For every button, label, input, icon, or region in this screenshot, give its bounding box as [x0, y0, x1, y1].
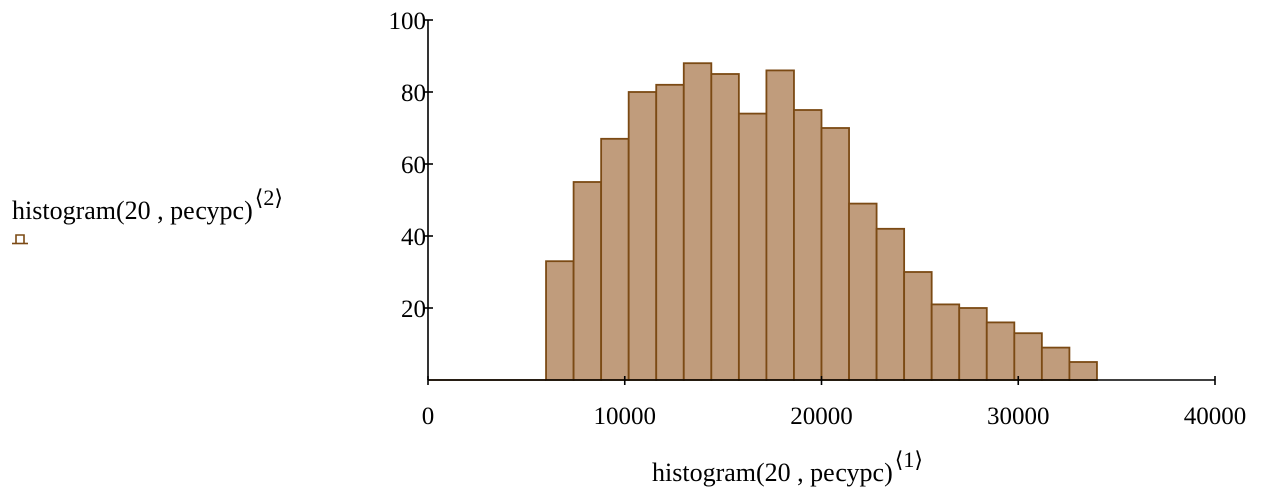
y-axis-label-superscript: ⟨2⟩: [254, 185, 283, 210]
x-axis-label-text: histogram(20 , ресурс): [652, 458, 893, 487]
bar: [985, 321, 1016, 381]
bar: [930, 303, 961, 381]
x-axis-label: histogram(20 , ресурс)⟨1⟩: [652, 447, 923, 488]
bar: [875, 227, 906, 381]
bar: [627, 91, 658, 381]
bar: [903, 271, 933, 381]
x-tick-label: 10000: [594, 403, 657, 430]
y-axis-label: histogram(20 , ресурс)⟨2⟩: [12, 185, 283, 226]
bar: [958, 307, 988, 381]
bar: [848, 202, 878, 381]
bar: [765, 69, 795, 381]
x-tick-label: 20000: [790, 403, 853, 430]
bar: [710, 73, 740, 381]
y-ticks: 20 40 60 80 100: [389, 8, 433, 323]
bar: [655, 83, 685, 381]
bar: [545, 260, 575, 381]
x-axis-label-superscript: ⟨1⟩: [894, 447, 923, 472]
y-axis-label-text: histogram(20 , ресурс): [12, 196, 253, 225]
trace-style-icon: [12, 234, 28, 245]
x-tick-label: 40000: [1184, 403, 1247, 430]
bar: [572, 181, 603, 381]
x-tick-label: 0: [422, 403, 435, 430]
bar: [1040, 346, 1071, 381]
bar: [1013, 332, 1043, 381]
x-tick-label: 30000: [987, 403, 1050, 430]
y-tick-label: 80: [401, 80, 426, 107]
y-tick-label: 60: [401, 152, 426, 179]
bar: [600, 137, 630, 381]
bars-group: [428, 62, 1098, 381]
x-ticks: 0 10000 20000 30000 40000: [422, 376, 1247, 430]
bar: [1068, 361, 1098, 381]
bar: [682, 62, 713, 381]
y-tick-label: 40: [401, 224, 426, 251]
bar: [737, 112, 768, 381]
bar: [820, 127, 850, 381]
y-tick-label: 100: [389, 8, 427, 35]
bar: [793, 109, 823, 381]
y-tick-label: 20: [401, 296, 426, 323]
